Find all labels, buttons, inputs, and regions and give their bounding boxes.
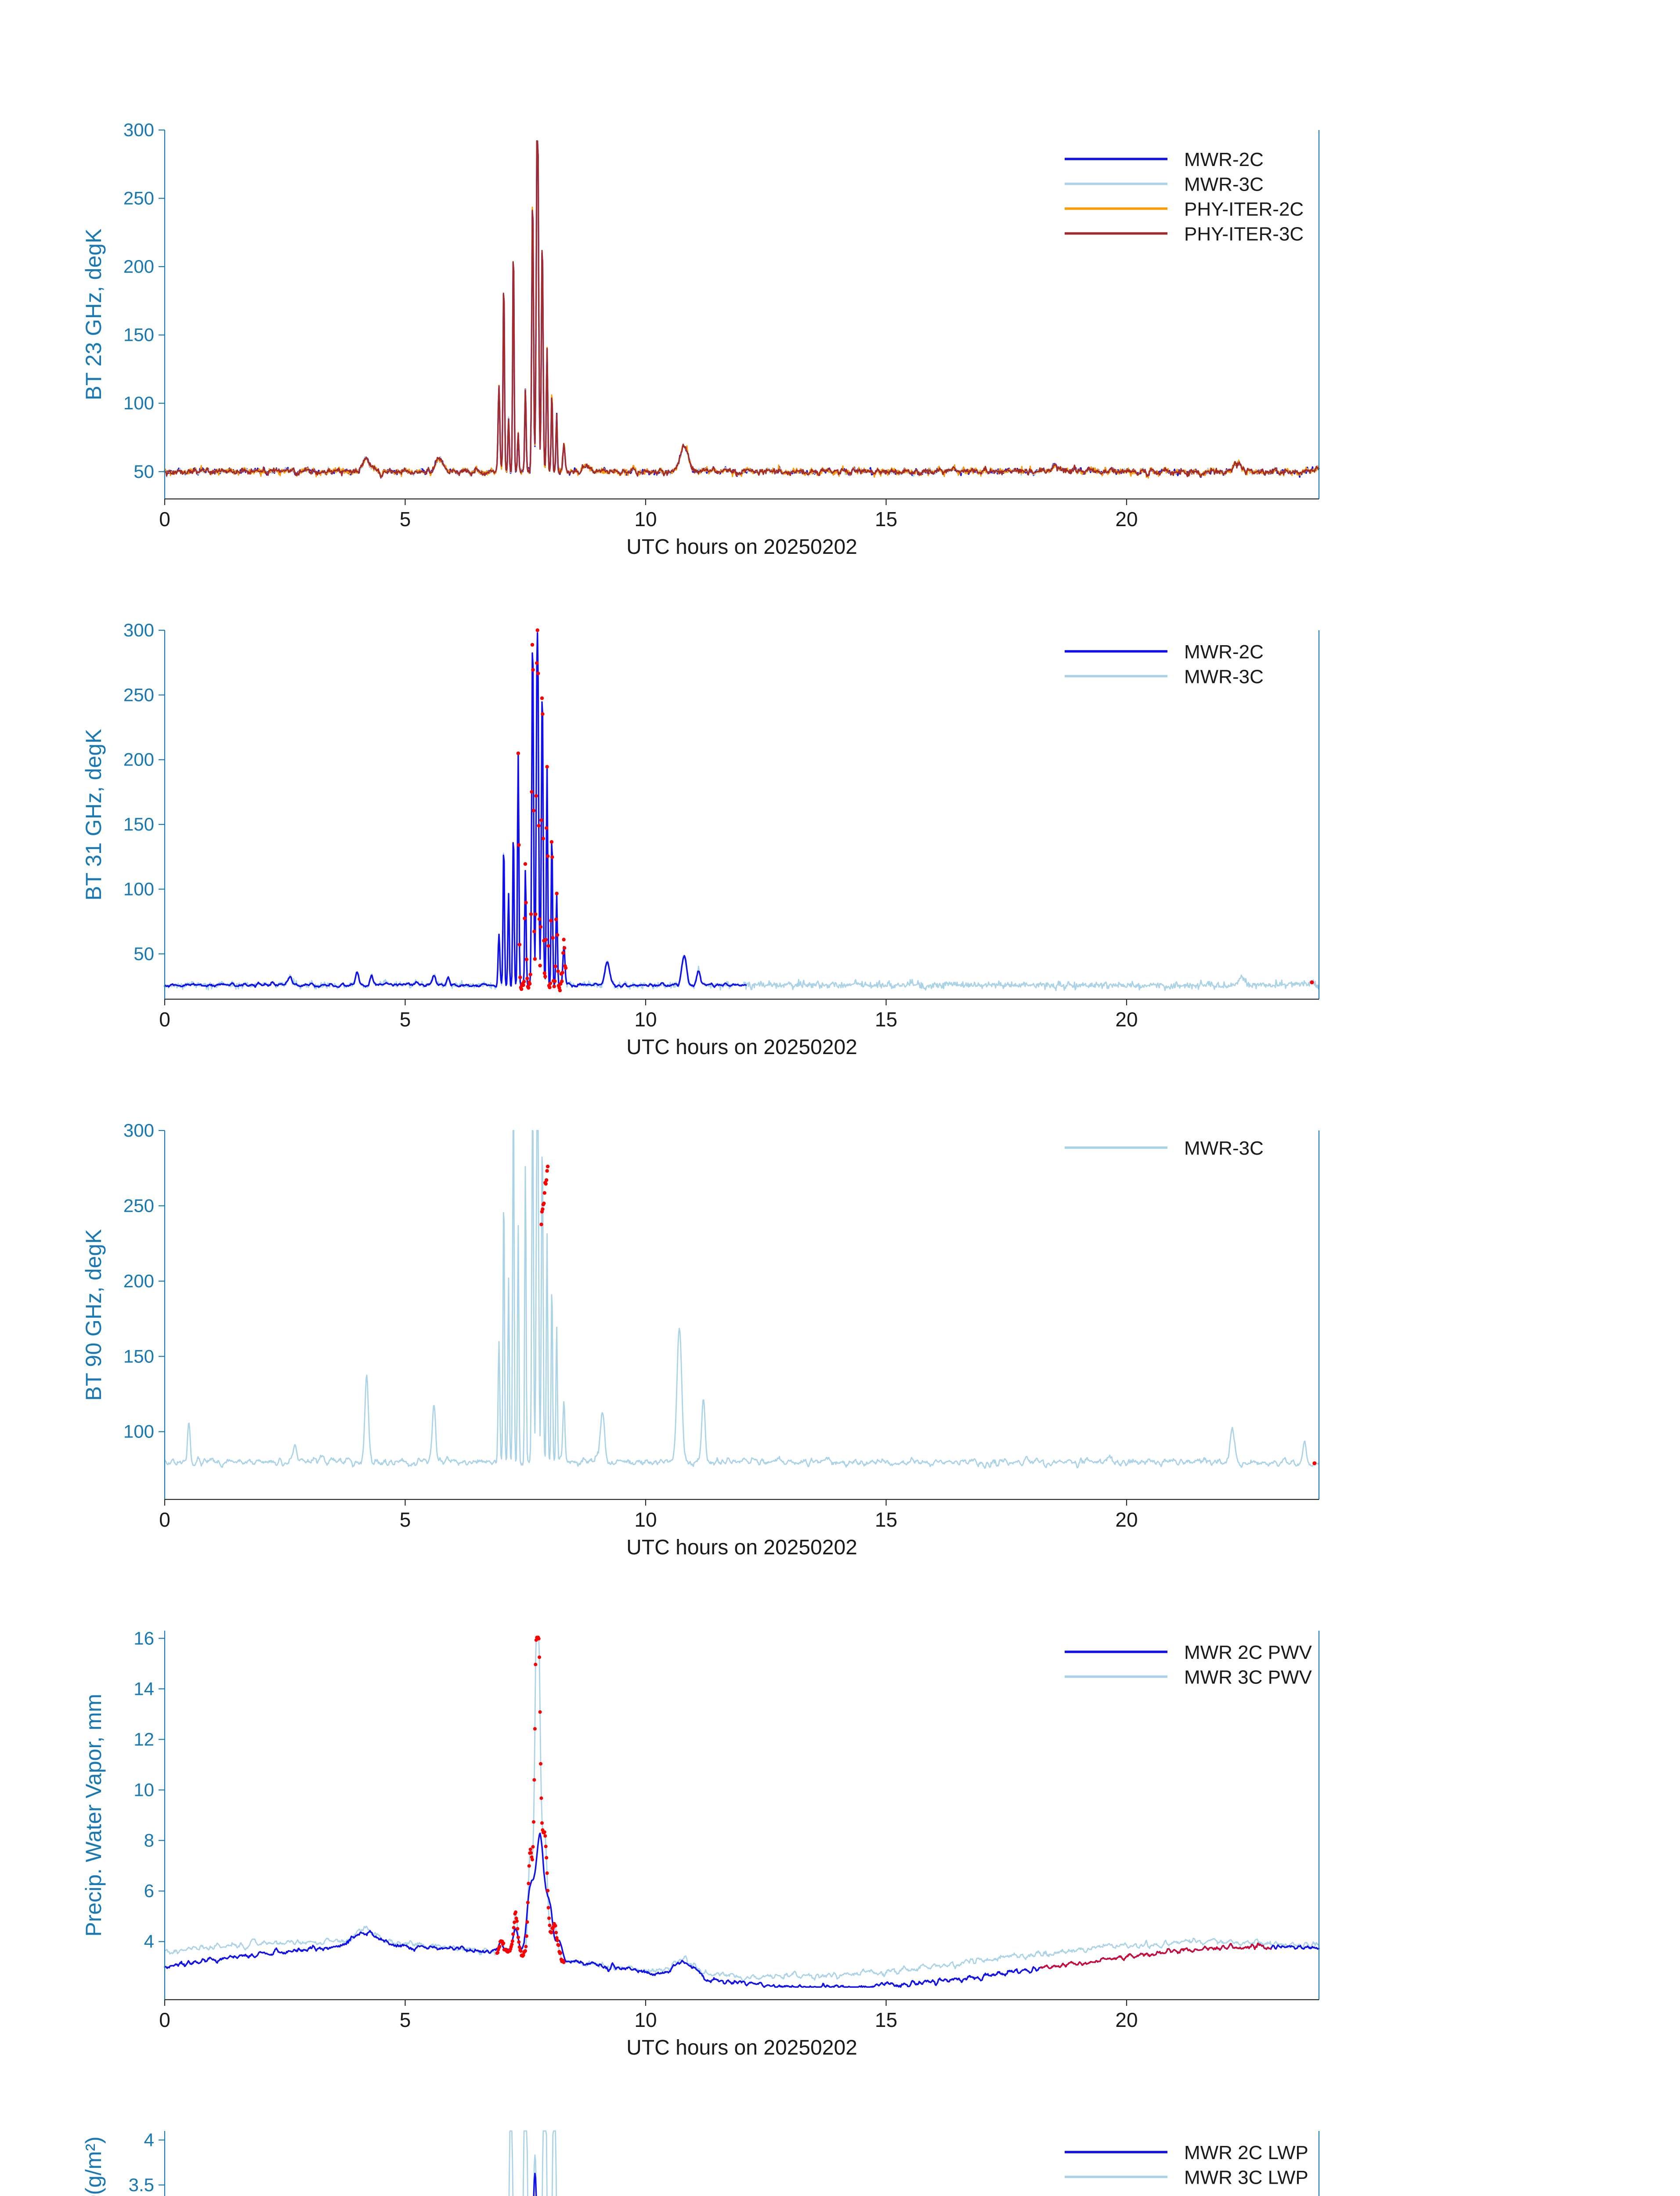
svg-text:UTC hours on 20250202: UTC hours on 20250202: [626, 1536, 857, 1559]
svg-text:16: 16: [134, 1628, 154, 1648]
svg-text:150: 150: [123, 325, 154, 345]
svg-text:MWR 2C LWP: MWR 2C LWP: [1184, 2142, 1308, 2163]
svg-text:UTC hours on 20250202: UTC hours on 20250202: [626, 1036, 857, 1059]
svg-text:log10 Liquid Water Path, log10: log10 Liquid Water Path, log10(g/m²): [81, 2136, 106, 2196]
svg-text:5: 5: [400, 1508, 411, 1531]
svg-text:300: 300: [123, 620, 154, 640]
svg-text:150: 150: [123, 814, 154, 834]
svg-text:MWR-2C: MWR-2C: [1184, 149, 1264, 170]
svg-text:15: 15: [875, 1008, 897, 1031]
svg-text:UTC hours on 20250202: UTC hours on 20250202: [626, 2036, 857, 2059]
svg-text:10: 10: [634, 1008, 657, 1031]
svg-text:MWR-3C: MWR-3C: [1184, 174, 1264, 195]
svg-text:10: 10: [634, 1508, 657, 1531]
svg-text:100: 100: [123, 879, 154, 899]
svg-text:MWR-3C: MWR-3C: [1184, 1138, 1264, 1159]
svg-text:150: 150: [123, 1346, 154, 1366]
svg-text:12: 12: [134, 1729, 154, 1749]
svg-text:10: 10: [134, 1780, 154, 1800]
svg-text:5: 5: [400, 508, 411, 531]
svg-text:BT 90 GHz, degK: BT 90 GHz, degK: [81, 1229, 106, 1401]
svg-text:15: 15: [875, 2008, 897, 2031]
svg-text:PHY-ITER-3C: PHY-ITER-3C: [1184, 224, 1304, 245]
svg-text:20: 20: [1115, 1008, 1138, 1031]
svg-text:MWR-2C: MWR-2C: [1184, 641, 1264, 663]
svg-text:0: 0: [159, 1008, 170, 1031]
svg-text:MWR 3C LWP: MWR 3C LWP: [1184, 2167, 1308, 2189]
svg-text:250: 250: [123, 1195, 154, 1216]
svg-text:MWR 3C PWV: MWR 3C PWV: [1184, 1667, 1312, 1688]
svg-text:MWR-3C: MWR-3C: [1184, 666, 1264, 688]
svg-text:PHY-ITER-2C: PHY-ITER-2C: [1184, 199, 1304, 220]
svg-text:3.5: 3.5: [129, 2174, 154, 2195]
svg-text:10: 10: [634, 508, 657, 531]
svg-text:100: 100: [123, 1421, 154, 1442]
svg-text:200: 200: [123, 1271, 154, 1291]
svg-text:4: 4: [144, 2130, 154, 2150]
svg-text:0: 0: [159, 2008, 170, 2031]
svg-text:BT 23 GHz, degK: BT 23 GHz, degK: [81, 229, 106, 401]
svg-text:0: 0: [159, 508, 170, 531]
svg-text:200: 200: [123, 256, 154, 277]
svg-text:300: 300: [123, 119, 154, 140]
svg-text:UTC hours on 20250202: UTC hours on 20250202: [626, 535, 857, 559]
svg-text:100: 100: [123, 393, 154, 413]
svg-text:0: 0: [159, 1508, 170, 1531]
svg-text:4: 4: [144, 1931, 154, 1952]
svg-text:8: 8: [144, 1830, 154, 1851]
svg-text:15: 15: [875, 1508, 897, 1531]
svg-text:20: 20: [1115, 2008, 1138, 2031]
svg-text:250: 250: [123, 188, 154, 209]
svg-text:14: 14: [134, 1678, 154, 1699]
svg-text:MWR 2C PWV: MWR 2C PWV: [1184, 1642, 1312, 1663]
svg-text:200: 200: [123, 749, 154, 770]
svg-text:10: 10: [634, 2008, 657, 2031]
svg-text:15: 15: [875, 508, 897, 531]
svg-text:20: 20: [1115, 508, 1138, 531]
svg-text:50: 50: [134, 943, 154, 964]
svg-text:5: 5: [400, 2008, 411, 2031]
svg-text:300: 300: [123, 1120, 154, 1141]
svg-text:50: 50: [134, 461, 154, 482]
svg-text:Precip. Water Vapor, mm: Precip. Water Vapor, mm: [81, 1694, 106, 1937]
svg-text:20: 20: [1115, 1508, 1138, 1531]
svg-text:6: 6: [144, 1881, 154, 1901]
svg-text:250: 250: [123, 684, 154, 705]
svg-text:5: 5: [400, 1008, 411, 1031]
svg-text:BT 31 GHz, degK: BT 31 GHz, degK: [81, 729, 106, 901]
